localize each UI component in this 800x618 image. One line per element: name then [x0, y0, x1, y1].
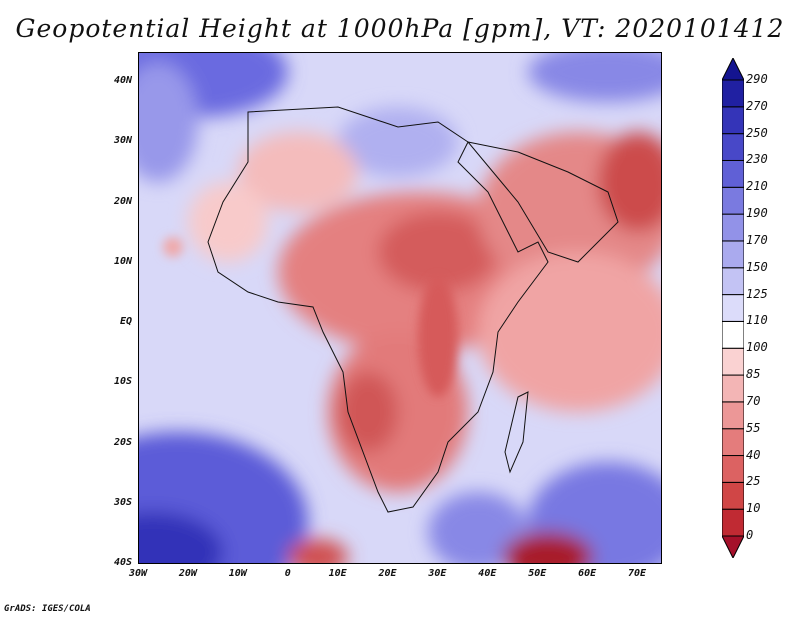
- colorbar-level-label: 70: [746, 393, 761, 408]
- colorbar-level-label: 10: [746, 501, 761, 516]
- colorbar-swatch: [722, 481, 744, 510]
- low-south-atlantic: [288, 539, 348, 564]
- colorbar-swatch: [722, 401, 744, 430]
- geopotential-map: [138, 52, 662, 564]
- lat-tick-label: 30S: [113, 496, 132, 508]
- colorbar-swatch: [722, 159, 744, 188]
- colorbar-level-label: 85: [746, 367, 761, 382]
- colorbar-swatch: [722, 347, 744, 376]
- lon-tick-label: 70E: [628, 568, 647, 579]
- colorbar-swatch: [722, 267, 744, 296]
- colorbar-level-label: 25: [746, 474, 761, 489]
- lon-tick-label: 10W: [228, 568, 247, 579]
- lon-tick-label: 30E: [428, 568, 447, 579]
- colorbar-level-label: 55: [746, 420, 761, 435]
- colorbar-level-label: 230: [746, 152, 768, 167]
- colorbar: [722, 58, 744, 558]
- colorbar-level-label: 40: [746, 447, 761, 462]
- colorbar-level-label: 150: [746, 259, 768, 274]
- lat-tick-label: EQ: [119, 316, 132, 328]
- colorbar-swatch: [722, 186, 744, 215]
- lat-tick-label: 10S: [113, 376, 132, 388]
- colorbar-level-label: 170: [746, 232, 768, 247]
- lat-tick-label: 20N: [113, 195, 132, 207]
- lon-tick-label: 0: [284, 568, 291, 579]
- colorbar-swatch: [722, 133, 744, 161]
- colorbar-level-label: 100: [746, 340, 768, 355]
- colorbar-bottom-triangle: [722, 535, 744, 558]
- colorbar-level-label: 290: [746, 72, 768, 86]
- lat-tick-label: 10N: [113, 255, 132, 267]
- colorbar-swatch: [722, 455, 744, 483]
- high-northeast: [528, 52, 662, 102]
- colorbar-level-label: 0: [746, 528, 754, 542]
- lat-tick-label: 20S: [113, 436, 132, 448]
- lon-tick-label: 60E: [578, 568, 597, 579]
- colorbar-swatch: [722, 240, 744, 269]
- madagascar-coastline: [504, 391, 529, 474]
- colorbar-swatch: [722, 79, 744, 108]
- low-south-indian: [503, 532, 593, 564]
- lon-tick-label: 10E: [328, 568, 347, 579]
- credit-text: GrADS: IGES/COLA: [4, 604, 91, 614]
- chart-title: Geopotential Height at 1000hPa [gpm], VT…: [15, 14, 785, 43]
- lon-tick-label: 50E: [528, 568, 547, 579]
- colorbar-swatch: [722, 106, 744, 135]
- lon-tick-label: 20E: [378, 568, 397, 579]
- colorbar-level-label: 125: [746, 286, 768, 301]
- lat-tick-label: 30N: [113, 135, 132, 147]
- colorbar-level-label: 250: [746, 125, 768, 140]
- colorbar-swatch: [722, 374, 744, 403]
- colorbar-swatch: [722, 213, 744, 242]
- colorbar-level-label: 270: [746, 98, 768, 113]
- low-indian-ocean: [478, 252, 662, 412]
- lat-tick-label: 40N: [113, 75, 132, 87]
- colorbar-level-label: 190: [746, 206, 768, 221]
- arabia-coastline: [466, 141, 619, 263]
- lon-tick-label: 40E: [478, 568, 497, 579]
- colorbar-swatch: [722, 294, 744, 322]
- colorbar-swatch: [722, 508, 744, 537]
- colorbar-level-label: 110: [746, 313, 768, 328]
- africa-coastline: [207, 106, 549, 513]
- lon-tick-label: 20W: [178, 568, 197, 579]
- high-north-atlantic: [138, 62, 198, 182]
- colorbar-level-label: 210: [746, 179, 768, 194]
- colorbar-swatch: [722, 428, 744, 457]
- colorbar-swatch: [722, 320, 744, 349]
- map-frame: [138, 52, 662, 564]
- colorbar-top-triangle: [722, 58, 744, 81]
- lon-tick-label: 30W: [128, 568, 148, 579]
- lat-tick-label: 40S: [113, 557, 132, 568]
